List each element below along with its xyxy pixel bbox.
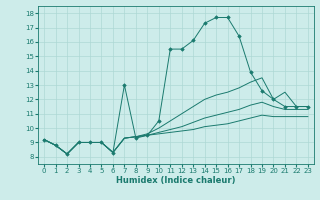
X-axis label: Humidex (Indice chaleur): Humidex (Indice chaleur) (116, 176, 236, 185)
